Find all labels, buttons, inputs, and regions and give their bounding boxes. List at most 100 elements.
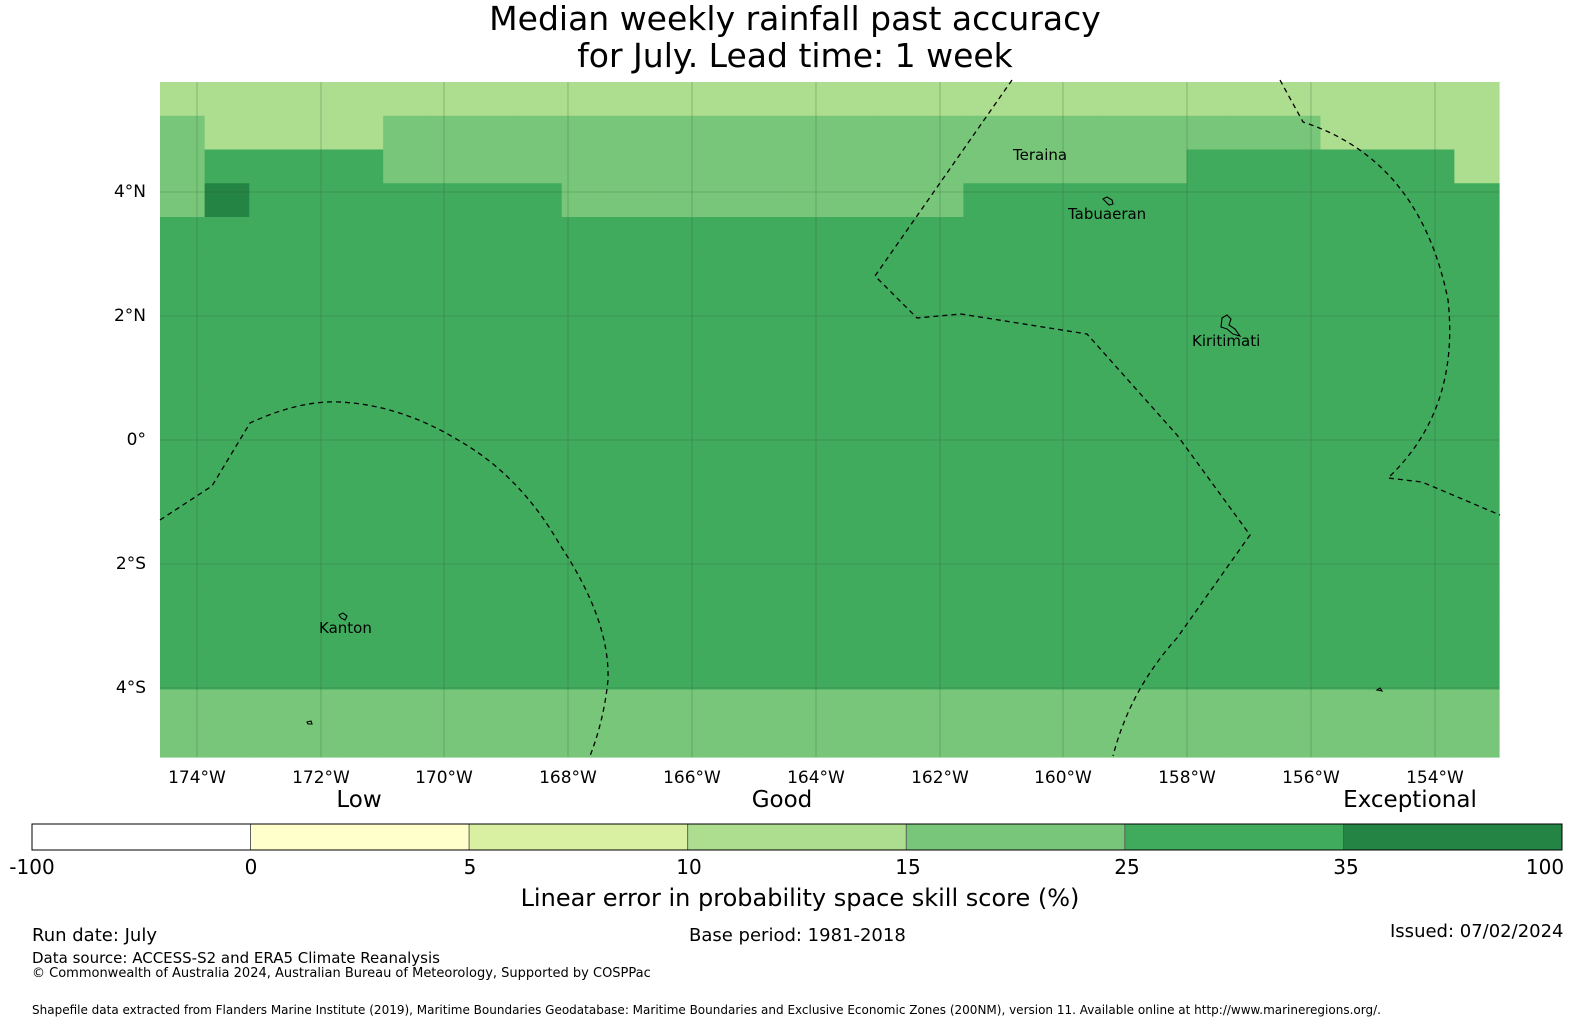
grid-cell bbox=[1052, 655, 1098, 691]
grid-cell bbox=[1454, 453, 1500, 488]
grid-cell bbox=[1365, 318, 1411, 353]
grid-cell bbox=[249, 723, 295, 758]
grid-cell bbox=[1141, 588, 1188, 623]
grid-cell bbox=[874, 588, 920, 623]
grid-cell bbox=[918, 453, 964, 488]
cb-tick-35: 35 bbox=[1333, 855, 1359, 879]
grid-cell bbox=[160, 655, 206, 691]
grid-cell bbox=[561, 554, 607, 589]
grid-cell bbox=[918, 723, 964, 758]
grid-cell bbox=[160, 352, 206, 387]
grid-cell bbox=[1320, 453, 1366, 488]
grid-cell bbox=[650, 622, 697, 657]
grid-cell bbox=[1409, 250, 1455, 286]
grid-cell bbox=[1186, 352, 1232, 387]
grid-cell bbox=[1141, 487, 1188, 522]
grid-cell bbox=[517, 352, 563, 387]
grid-cell bbox=[338, 352, 384, 387]
grid-cell bbox=[1409, 655, 1455, 691]
grid-cell bbox=[1275, 622, 1322, 657]
grid-cell bbox=[383, 149, 429, 184]
grid-cell bbox=[1052, 453, 1098, 488]
grid-cell bbox=[740, 655, 786, 691]
grid-cell bbox=[918, 487, 964, 522]
grid-cell bbox=[1454, 183, 1500, 218]
grid-cell bbox=[561, 588, 607, 623]
lat-label-4n: 4°N bbox=[113, 182, 146, 202]
grid-cell bbox=[427, 82, 474, 117]
grid-cell bbox=[1008, 183, 1054, 218]
grid-cell bbox=[650, 115, 697, 151]
grid-cell bbox=[874, 352, 920, 387]
grid-cell bbox=[874, 723, 920, 758]
grid-cell bbox=[1186, 385, 1232, 421]
grid-cell bbox=[1454, 149, 1500, 184]
grid-cell bbox=[517, 149, 563, 184]
grid-cell bbox=[1052, 622, 1098, 657]
grid-cell bbox=[1275, 723, 1322, 758]
grid-cell bbox=[1365, 217, 1411, 252]
grid-cell bbox=[1365, 520, 1411, 556]
grid-cell bbox=[784, 655, 831, 691]
category-label-low: Low bbox=[336, 787, 382, 813]
grid-cell bbox=[517, 284, 563, 319]
grid-cell bbox=[1097, 554, 1143, 589]
grid-cell bbox=[874, 453, 920, 488]
grid-cell bbox=[338, 115, 384, 151]
grid-cell bbox=[963, 554, 1009, 589]
grid-cell bbox=[1097, 588, 1143, 623]
grid-cell bbox=[918, 622, 964, 657]
grid-cell bbox=[383, 554, 429, 589]
grid-cell bbox=[1052, 217, 1098, 252]
grid-cell bbox=[650, 487, 697, 522]
grid-cell bbox=[918, 588, 964, 623]
grid-cell bbox=[160, 149, 206, 184]
grid-cell bbox=[1008, 689, 1054, 724]
grid-cell bbox=[1052, 115, 1098, 151]
grid-cell bbox=[517, 183, 563, 218]
grid-cell bbox=[1097, 453, 1143, 488]
grid-cell bbox=[874, 318, 920, 353]
grid-cell bbox=[1320, 318, 1366, 353]
grid-cell bbox=[472, 183, 518, 218]
grid-cell bbox=[160, 217, 206, 252]
grid-cell bbox=[1008, 487, 1054, 522]
grid-cell bbox=[293, 385, 340, 421]
grid-cell bbox=[1008, 588, 1054, 623]
grid-cell bbox=[1454, 115, 1500, 151]
grid-cell bbox=[1097, 723, 1143, 758]
grid-cell bbox=[695, 453, 741, 488]
grid-cell bbox=[427, 655, 474, 691]
grid-cell bbox=[561, 82, 607, 117]
grid-cell bbox=[918, 217, 964, 252]
grid-cell bbox=[1231, 453, 1277, 488]
grid-cell bbox=[1275, 588, 1322, 623]
grid-cell bbox=[963, 82, 1009, 117]
grid-cell bbox=[204, 655, 250, 691]
grid-cell bbox=[829, 487, 875, 522]
grid-cell bbox=[1231, 655, 1277, 691]
grid-cell bbox=[249, 554, 295, 589]
grid-cell bbox=[1320, 655, 1366, 691]
grid-cell bbox=[1097, 82, 1143, 117]
grid-cell bbox=[204, 419, 250, 454]
grid-cell bbox=[1097, 115, 1143, 151]
grid-cell bbox=[472, 318, 518, 353]
grid-cell bbox=[1141, 689, 1188, 724]
grid-cell bbox=[1454, 82, 1500, 117]
grid-cell bbox=[561, 487, 607, 522]
grid-cell bbox=[561, 723, 607, 758]
grid-cell bbox=[472, 419, 518, 454]
grid-cell bbox=[1097, 318, 1143, 353]
grid-cell bbox=[1454, 385, 1500, 421]
grid-cell bbox=[160, 82, 206, 117]
grid-cell bbox=[249, 487, 295, 522]
grid-cell bbox=[740, 622, 786, 657]
grid-cell bbox=[1365, 284, 1411, 319]
grid-cell bbox=[1052, 250, 1098, 286]
grid-cell bbox=[918, 149, 964, 184]
grid-cell bbox=[517, 723, 563, 758]
grid-cell bbox=[561, 352, 607, 387]
grid-cell bbox=[650, 82, 697, 117]
place-label-tabuaeran: Tabuaeran bbox=[1067, 205, 1146, 223]
